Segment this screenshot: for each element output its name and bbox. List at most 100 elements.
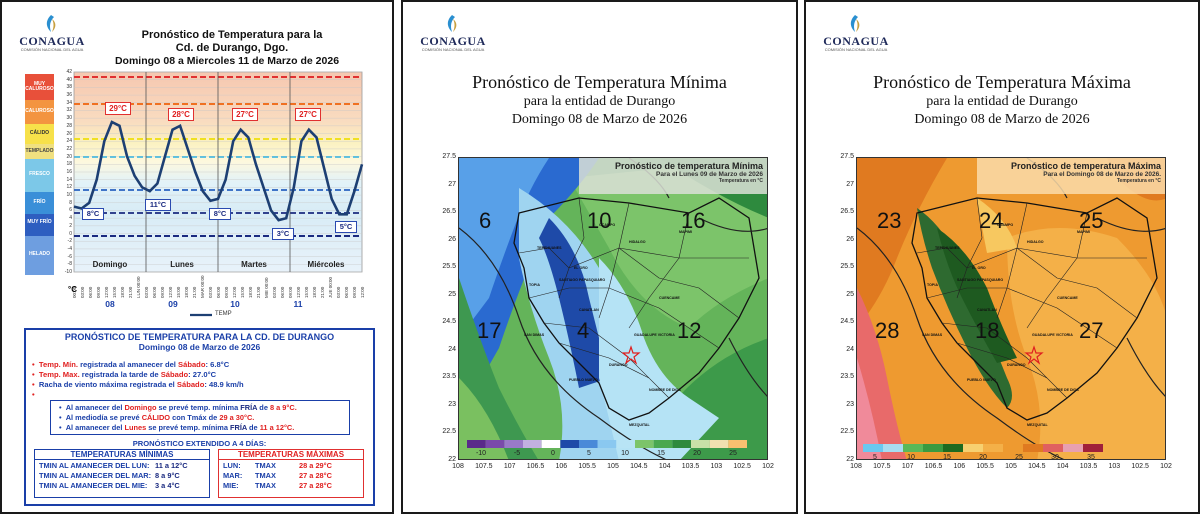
colorbar-swatch (923, 444, 943, 452)
max-temp-row: MIE: TMAX 27 a 28°C (219, 480, 363, 490)
colorbar-swatch (691, 440, 710, 448)
obs-min-d: : 6.8°C (205, 360, 230, 369)
y-tick-label: 6 (69, 207, 72, 214)
y-tick-label: 2 (69, 222, 72, 229)
municipality-label: MAPIMI (679, 230, 692, 234)
colorbar-swatch (983, 444, 1003, 452)
x-tick-label: 03:00 (208, 286, 213, 298)
colorbar-label: -10 (476, 450, 486, 457)
band-frio: FRÍO (25, 192, 54, 214)
map-header-title: Pronóstico de temperatura Máxima (1010, 161, 1161, 171)
x-tick-label: 03:00 (272, 286, 277, 298)
min-temp-map-panel: CONAGUA COMISIÓN NACIONAL DEL AGUA Pronó… (401, 0, 798, 514)
day-name-2: Martes (241, 260, 267, 269)
map-header-subtitle: Para el Lunes 09 de Marzo de 2026 (656, 171, 763, 178)
municipality-label: EL ORO (574, 266, 588, 270)
lon-tick: 108 (452, 463, 464, 470)
x-tick-label: 06:00 (280, 286, 285, 298)
y-tick-label: 22 (66, 145, 72, 152)
max-temp-row-value: 28 a 29°C (299, 461, 332, 470)
map-subtitle-2: Domingo 08 de Marzo de 2026 (511, 112, 688, 127)
colorbar-label: 20 (979, 454, 987, 460)
y-tick-label: 26 (66, 130, 72, 137)
municipality-label: HIDALGO (629, 240, 646, 244)
max-temp-label: 27°C (232, 108, 258, 121)
y-tick-label: 16 (66, 169, 72, 175)
lat-tick: 27 (448, 180, 456, 188)
lon-tick: 104.5 (1028, 463, 1046, 470)
lon-tick: 102 (762, 463, 774, 470)
y-tick-label: 12 (66, 184, 72, 191)
municipality-label: HIDALGO (1027, 240, 1044, 244)
daily-forecast-box: • Al amanecer del Domingo se prevé temp.… (50, 400, 350, 435)
min-temp-map: Pronóstico de temperatura Mínima Para el… (458, 157, 768, 460)
colorbar-label: 10 (907, 454, 915, 460)
x-tick-label: 21:00 (320, 286, 325, 298)
map-title: Pronóstico de Temperatura Máxima (873, 72, 1131, 92)
municipality-label: TOPIA (529, 283, 540, 287)
municipality-label: MEZQUITAL (629, 423, 650, 427)
colorbar-swatch (1083, 444, 1103, 452)
municipality-label: CUENCAME (1057, 296, 1078, 300)
forecast-line-1: • Al amanecer del Domingo se prevé temp.… (59, 403, 297, 412)
lon-tick: 103 (1108, 463, 1121, 470)
logo-subtext: COMISIÓN NACIONAL DEL AGUA (20, 47, 84, 52)
lon-tick: 107 (503, 463, 516, 470)
lat-tick: 24 (846, 345, 854, 353)
colorbar-swatch (635, 440, 654, 448)
x-tick-label: 15:00 (240, 286, 245, 298)
colorbar-label: 15 (943, 454, 951, 460)
day-name-1: Lunes (170, 260, 194, 269)
info-heading: PRONÓSTICO DE TEMPERATURA PARA LA CD. DE… (64, 332, 335, 342)
x-tick-label: 06:00 (88, 286, 93, 298)
map-header-unit: Temperatura en °C (1116, 178, 1161, 184)
lat-tick: 26 (448, 235, 456, 243)
lat-tick: 23 (448, 400, 456, 408)
x-tick-label: 03:00 (144, 286, 149, 298)
colorbar-label: 20 (693, 450, 701, 457)
min-temp-row-value: 11 a 12°C (155, 461, 188, 470)
municipality-label: MAPIMI (1077, 230, 1090, 234)
lon-tick: 106 (953, 463, 966, 470)
colorbar-swatch (1003, 444, 1023, 452)
min-temp-row: TMIN AL AMANECER DEL MAR: 8 a 9°C (35, 470, 209, 480)
extended-forecast-title: PRONÓSTICO EXTENDIDO A 4 DÍAS: (132, 439, 267, 448)
colorbar-swatch (616, 440, 635, 448)
conagua-logo: CONAGUA COMISIÓN NACIONAL DEL AGUA (413, 14, 493, 52)
colorbar-swatch (943, 444, 963, 452)
municipality-label: GUADALUPE VICTORIA (1032, 333, 1073, 337)
band-label-caluroso: CALUROSO (25, 108, 54, 114)
lat-tick: 25.5 (442, 263, 456, 271)
municipality-label: TEPEHUANES (537, 246, 562, 250)
x-tick-label: MIE 00:00 (264, 277, 269, 298)
map-value-label: 6 (479, 208, 492, 233)
x-axis-ticks: 00:00 03:00 06:00 09:00 12:00 15:00 18:00 21:00… (72, 274, 365, 302)
min-temp-label: 11°C (145, 199, 171, 211)
lon-tick: 107 (901, 463, 914, 470)
day-name-3: Miércoles (307, 260, 345, 269)
max-temp-row-label: TMAX (255, 471, 276, 480)
lat-tick: 26 (846, 235, 854, 243)
lat-tick: 23.5 (442, 373, 456, 381)
day-number-3: 11 (293, 299, 303, 309)
lon-tick: 106 (555, 463, 568, 470)
max-temp-row-value: 27 a 28°C (299, 481, 332, 490)
colorbar: -10 -5 0 5 10 15 20 25 (467, 440, 747, 457)
obs-min-c: Sábado (178, 360, 206, 369)
colorbar-swatch (1043, 444, 1063, 452)
lon-tick: 102 (1160, 463, 1172, 470)
band-fresco: FRESCO (25, 159, 54, 192)
x-tick-label: JUE 00:00 (328, 276, 333, 298)
band-label-helado: HELADO (28, 251, 51, 257)
lon-tick: 105.5 (578, 463, 596, 470)
y-tick-label: -8 (67, 261, 72, 268)
municipality-label: SAN DIMAS (922, 333, 943, 337)
chart-title-line3: Domingo 08 a Miercoles 11 de Marzo de 20… (114, 55, 340, 67)
lon-tick: 102.5 (733, 463, 751, 470)
x-tick-label: 09:00 (160, 286, 165, 298)
map-subtitle-2: Domingo 08 de Marzo de 2026 (914, 112, 1090, 127)
lat-tick: 24.5 (840, 318, 854, 326)
map-title: Pronóstico de Temperatura Mínima (472, 72, 727, 92)
band-label-muy-caluroso: MUY CALUROSO (25, 81, 54, 92)
map-value-label: 23 (877, 208, 902, 233)
